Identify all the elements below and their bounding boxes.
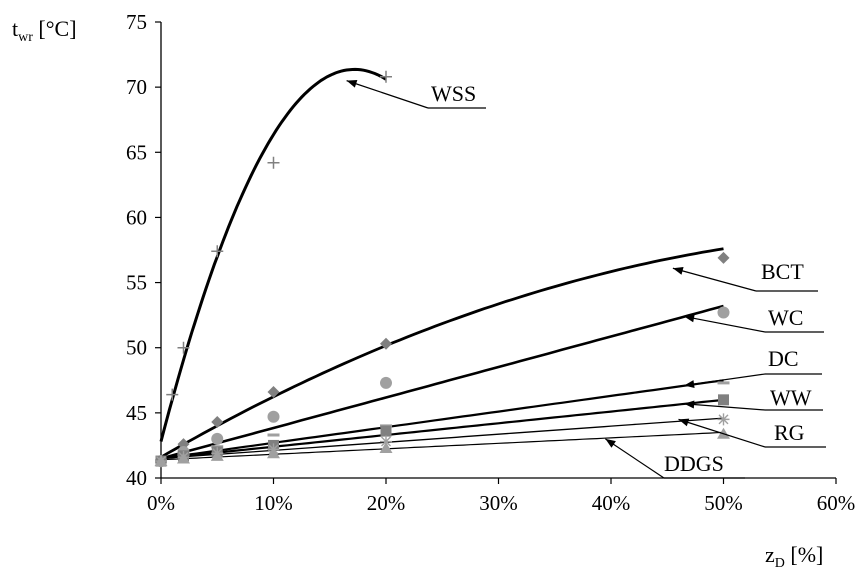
- annotation-arrowhead-wss: [346, 80, 358, 88]
- annotation-leader-ww: [684, 403, 766, 411]
- fit-line-ddgs: [160, 431, 724, 461]
- point-rg: [717, 413, 730, 426]
- point-wc: [211, 432, 224, 445]
- y-tick-label: 55: [126, 271, 147, 295]
- point-bct: [211, 415, 224, 428]
- fit-line-bct: [160, 247, 724, 459]
- point-wss: [267, 156, 280, 169]
- y-tick-label: 45: [126, 401, 147, 425]
- x-tick-label: 10%: [254, 491, 293, 515]
- fit-curves: [159, 67, 724, 461]
- annotation-label-wc: WC: [768, 305, 803, 330]
- fit-line-rg: [160, 417, 724, 460]
- point-dc: [717, 381, 730, 385]
- point-ddgs: [379, 442, 393, 454]
- annotation-leader-wc: [684, 315, 766, 333]
- point-bct: [267, 386, 280, 399]
- point-wc: [717, 306, 730, 319]
- annotation-label-bct: BCT: [761, 259, 804, 284]
- x-tick-label: 40%: [592, 491, 631, 515]
- data-points: [154, 70, 730, 468]
- point-wc: [380, 376, 392, 389]
- axes: 40 45 50 55 60 65 70 75 0% 10% 20% 30% 40% 50% 60%: [126, 10, 855, 515]
- x-tick-label: 50%: [704, 491, 743, 515]
- y-tick-label: 75: [126, 10, 147, 34]
- fit-line-wc: [160, 304, 724, 460]
- point-ddgs: [177, 452, 190, 464]
- fit-line-wss: [159, 67, 387, 442]
- x-tick-label: 30%: [479, 491, 518, 515]
- point-ddgs: [210, 449, 224, 461]
- point-wss: [166, 388, 179, 401]
- x-tick-label: 20%: [367, 491, 406, 515]
- annotation-leader-bct: [672, 267, 757, 292]
- x-tick-label: 60%: [817, 491, 856, 515]
- point-bct: [717, 251, 730, 264]
- y-tick-label: 60: [126, 205, 147, 229]
- x-axis-label: zD [%]: [765, 542, 823, 570]
- point-ww: [718, 394, 729, 406]
- point-ww: [380, 425, 392, 437]
- annotation-label-dc: DC: [768, 346, 799, 371]
- fit-line-dc: [160, 379, 724, 460]
- point-wss: [211, 245, 224, 258]
- annotation-arrowhead-wc: [684, 314, 695, 323]
- annotation-leader-wss: [346, 80, 429, 109]
- annotation-label-ddgs: DDGS: [664, 451, 724, 476]
- y-tick-label: 70: [126, 75, 147, 99]
- annotation-leader-ddgs: [605, 438, 665, 479]
- point-wc: [267, 410, 280, 423]
- x-tick-label: 0%: [147, 491, 175, 515]
- annotation-label-ww: WW: [770, 385, 812, 410]
- point-rg: [380, 435, 392, 448]
- annotation-arrowhead-rg: [678, 418, 690, 427]
- point-dc: [267, 433, 280, 437]
- point-ddgs: [154, 455, 168, 467]
- point-bct: [380, 337, 392, 350]
- y-axis-label: twr [°C]: [12, 16, 77, 45]
- annotation-arrowhead-ddgs: [605, 438, 616, 448]
- point-ddgs: [267, 447, 280, 459]
- point-wss: [177, 341, 190, 354]
- annotation-arrowhead-dc: [684, 380, 695, 389]
- fit-line-ww: [160, 398, 724, 460]
- annotation-arrowhead-ww: [684, 400, 695, 409]
- annotation-arrowhead-bct: [672, 267, 684, 275]
- annotation-leader-rg: [678, 418, 766, 448]
- y-tick-label: 50: [126, 336, 147, 360]
- annotation-label-rg: RG: [774, 420, 805, 445]
- annotation-label-wss: WSS: [431, 81, 476, 106]
- y-tick-label: 40: [126, 466, 147, 490]
- y-tick-label: 65: [126, 140, 147, 164]
- annotation-leader-dc: [684, 373, 766, 387]
- point-wss: [380, 70, 392, 83]
- series-annotations: WSS BCT WC DC WW RG DDGS: [346, 80, 826, 479]
